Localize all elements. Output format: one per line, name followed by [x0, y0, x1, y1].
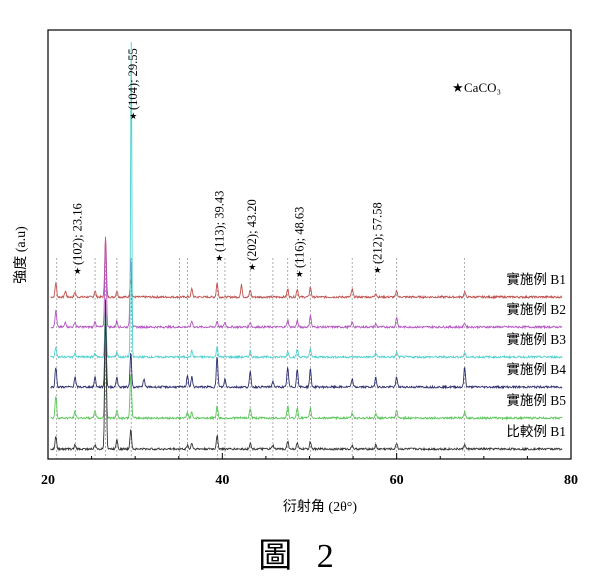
- series-label: 實施例 B5: [506, 392, 566, 408]
- series-label: 實施例 B3: [506, 331, 566, 347]
- series-label: 比較例 B1: [506, 424, 566, 439]
- peak-star: ★: [74, 267, 82, 277]
- series-line-2: [50, 236, 563, 330]
- figure-caption: 圖 2: [258, 538, 342, 575]
- peak-label: (113); 39.43: [212, 191, 226, 252]
- peak-label: (104); 29.55: [126, 48, 140, 110]
- x-tick-label: 80: [564, 473, 578, 488]
- x-tick-label: 40: [215, 473, 229, 488]
- legend-star: ★: [452, 81, 464, 96]
- peak-star: ★: [374, 266, 382, 276]
- peak-label: (102); 23.16: [71, 203, 85, 265]
- series-line-4: [50, 322, 563, 390]
- peak-star: ★: [215, 254, 223, 264]
- series-line-5: [50, 338, 563, 421]
- x-tick-label: 20: [41, 473, 55, 488]
- series-line-3: [50, 41, 563, 360]
- series-line-1: [50, 237, 563, 300]
- x-tick-label: 60: [390, 473, 404, 488]
- series-label: 實施例 B2: [506, 301, 566, 317]
- peak-star: ★: [248, 263, 256, 273]
- series-line-6: [50, 299, 563, 452]
- series-label: 實施例 B4: [506, 361, 566, 377]
- series-label: 實施例 B1: [506, 271, 566, 287]
- reference-lines: [56, 258, 466, 459]
- series-labels: 實施例 B1 實施例 B2 實施例 B3 實施例 B4 實施例 B5 比較例 B1: [506, 271, 566, 439]
- peak-label: (212); 57.58: [371, 202, 385, 264]
- y-axis-label: 強度 (a.u): [13, 226, 29, 284]
- x-axis-label: 衍射角 (2θ°): [283, 499, 357, 515]
- x-ticks: 20 40 60 80: [41, 453, 578, 488]
- diffraction-traces: [50, 41, 563, 452]
- peak-markers: ★ (102); 23.16 ★ (104); 29.55 ★ (113); 39.43 ★…: [71, 48, 385, 280]
- legend-text: CaCO₃: [464, 80, 501, 95]
- peak-star: ★: [129, 112, 137, 122]
- peak-label: (202); 43.20: [245, 199, 259, 261]
- peak-star: ★: [296, 270, 304, 280]
- peak-label: (116); 48.63: [293, 207, 307, 268]
